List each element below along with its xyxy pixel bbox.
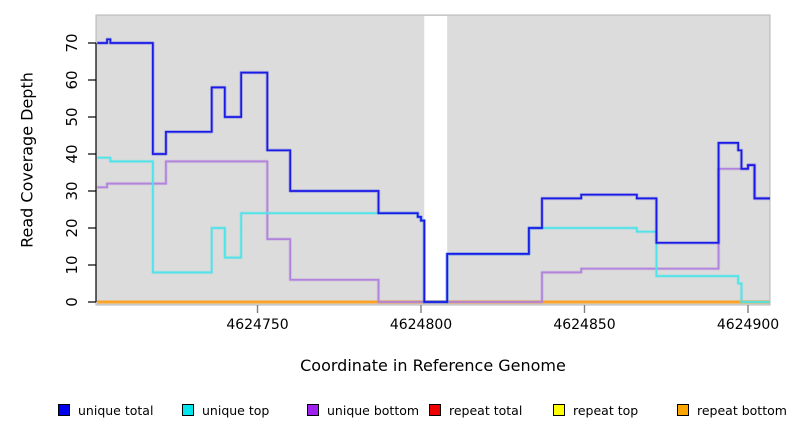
y-tick-label: 60 — [63, 70, 81, 89]
x-tick-label: 4624850 — [553, 317, 615, 333]
y-tick-label: 70 — [63, 33, 81, 52]
legend-label-unique-bottom: unique bottom — [327, 402, 420, 418]
y-tick-label: 50 — [63, 107, 81, 126]
x-tick-label: 4624900 — [717, 317, 779, 333]
y-tick-label: 20 — [63, 218, 81, 237]
x-tick-label: 4624800 — [390, 317, 452, 333]
x-axis-title: Coordinate in Reference Genome — [300, 356, 566, 375]
y-axis-title: Read Coverage Depth — [17, 72, 37, 248]
gap-region — [424, 16, 448, 304]
legend-item-unique-total: unique total — [58, 402, 153, 418]
legend-item-unique-bottom: unique bottom — [307, 402, 419, 418]
y-tick-label: 0 — [63, 297, 81, 307]
legend-swatch-repeat-total — [429, 404, 441, 416]
legend-label-repeat-top: repeat top — [573, 402, 639, 418]
legend-swatch-unique-bottom — [307, 404, 319, 416]
legend-swatch-unique-top — [182, 404, 194, 416]
legend-label-repeat-total: repeat total — [449, 402, 523, 418]
legend-swatch-repeat-top — [553, 404, 565, 416]
legend-label-repeat-bottom: repeat bottom — [697, 402, 787, 418]
legend-item-repeat-bottom: repeat bottom — [677, 402, 787, 418]
legend-swatch-unique-total — [58, 404, 70, 416]
legend-label-unique-total: unique total — [78, 402, 154, 418]
legend-label-unique-top: unique top — [202, 402, 270, 418]
y-tick-label: 10 — [63, 255, 81, 274]
series-line-unique-total — [97, 38, 770, 303]
y-tick-label: 40 — [63, 144, 81, 163]
legend-swatch-repeat-bottom — [677, 404, 689, 416]
legend-item-repeat-top: repeat top — [553, 402, 638, 418]
legend: unique total unique top unique bottom repea… — [0, 402, 792, 422]
y-tick-label: 30 — [63, 181, 81, 200]
x-tick-label: 4624750 — [226, 317, 288, 333]
legend-item-unique-top: unique top — [182, 402, 269, 418]
legend-item-repeat-total: repeat total — [429, 402, 522, 418]
